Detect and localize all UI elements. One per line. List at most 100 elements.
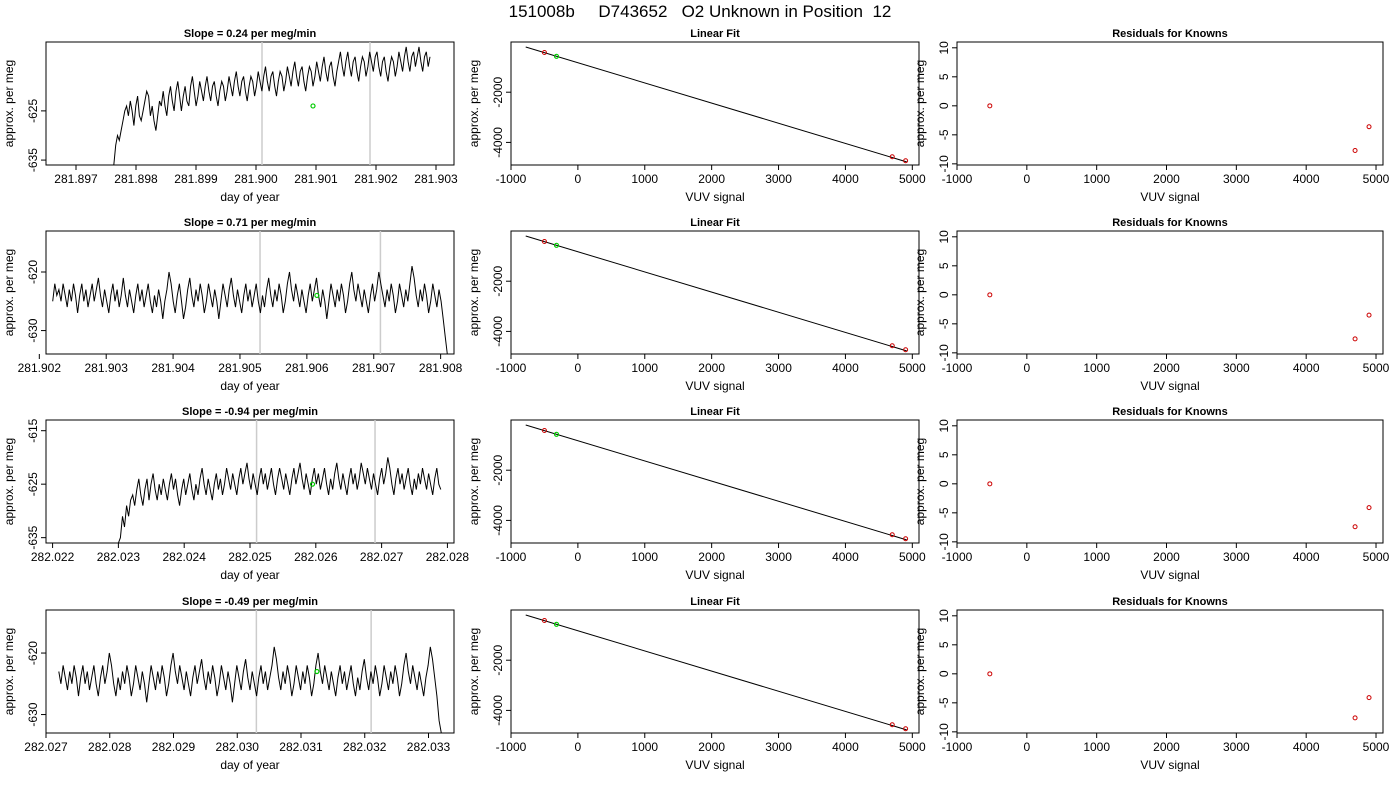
y-tick-label: -4000 (491, 695, 505, 726)
x-tick-label: 0 (1023, 550, 1030, 564)
x-axis-label: day of year (220, 758, 279, 772)
x-tick-label: -1000 (496, 740, 527, 754)
x-tick-label: 281.898 (114, 172, 158, 186)
x-tick-label: 5000 (899, 172, 926, 186)
y-tick-label: -620 (26, 260, 40, 284)
unknown-point (553, 53, 560, 59)
x-tick-label: 2000 (698, 550, 725, 564)
x-tick-label: 281.902 (18, 361, 62, 375)
current-point-marker (314, 668, 320, 675)
fit-line (525, 614, 908, 731)
y-tick-label: 5 (937, 451, 951, 458)
x-axis-label: VUV signal (1140, 379, 1199, 393)
x-tick-label: 3000 (1223, 740, 1250, 754)
panel-row2-timeseries: Slope = 0.71 per meg/min day of year appro… (2, 217, 463, 393)
data-series-line (52, 266, 448, 355)
x-tick-label: 282.027 (360, 550, 404, 564)
plot-frame (956, 41, 1384, 166)
x-tick-label: -1000 (496, 361, 527, 375)
panel-title: Slope = -0.49 per meg/min (182, 596, 318, 608)
y-tick-label: -625 (26, 472, 40, 496)
residual-point (1366, 505, 1372, 511)
x-tick-label: 4000 (832, 172, 859, 186)
x-tick-label: 0 (1023, 740, 1030, 754)
residual-point (1366, 124, 1372, 130)
x-tick-label: 282.031 (279, 740, 323, 754)
plot-frame (956, 230, 1384, 355)
known-point (889, 532, 895, 538)
y-tick-label: -635 (26, 148, 40, 172)
known-point (541, 428, 547, 434)
y-tick-label: 5 (937, 641, 951, 648)
fit-line (525, 424, 908, 541)
y-tick-label: -4000 (491, 127, 505, 158)
plot-frame (510, 230, 920, 355)
x-tick-label: 1000 (631, 172, 658, 186)
y-tick-label: 0 (937, 291, 951, 298)
y-tick-label: 10 (937, 419, 951, 433)
x-tick-label: -1000 (942, 740, 973, 754)
x-tick-label: 282.024 (162, 550, 206, 564)
panel-row3-timeseries: Slope = -0.94 per meg/min day of year appr… (2, 406, 469, 582)
x-tick-label: 2000 (1153, 361, 1180, 375)
x-tick-label: 282.022 (31, 550, 75, 564)
residual-point (1352, 336, 1358, 342)
panel-title: Slope = 0.24 per meg/min (184, 28, 317, 40)
known-point (903, 158, 909, 164)
x-axis-label: VUV signal (1140, 758, 1199, 772)
x-axis-label: VUV signal (685, 568, 744, 582)
x-tick-label: -1000 (942, 361, 973, 375)
current-point-marker (310, 103, 316, 109)
unknown-point (553, 242, 560, 248)
x-axis-label: VUV signal (1140, 190, 1199, 204)
x-tick-label: 0 (575, 172, 582, 186)
y-tick-label: -2000 (491, 645, 505, 676)
residual-point (987, 671, 993, 677)
x-tick-label: 5000 (899, 740, 926, 754)
y-tick-label: 10 (937, 230, 951, 244)
plot-frame (956, 609, 1384, 734)
panel-title: Slope = -0.94 per meg/min (182, 406, 318, 418)
x-tick-label: 2000 (1153, 172, 1180, 186)
unknown-point (553, 431, 560, 437)
y-axis-label: approx. per meg (2, 438, 16, 525)
x-tick-label: 0 (1023, 361, 1030, 375)
x-tick-label: 3000 (765, 361, 792, 375)
residual-point (1352, 715, 1358, 721)
x-axis-label: day of year (220, 379, 279, 393)
x-tick-label: 3000 (765, 740, 792, 754)
page-title: 151008b D743652 O2 Unknown in Position 1… (508, 2, 892, 21)
x-tick-label: -1000 (942, 172, 973, 186)
panel-title: Linear Fit (690, 406, 740, 418)
x-tick-label: 0 (575, 740, 582, 754)
x-tick-label: 281.899 (174, 172, 218, 186)
residual-point (1352, 147, 1358, 153)
x-tick-label: 282.029 (152, 740, 196, 754)
known-point (903, 726, 909, 732)
panel-title: Linear Fit (690, 596, 740, 608)
plot-frame (45, 230, 455, 355)
panel-title: Residuals for Knowns (1112, 406, 1228, 418)
y-axis-label: approx. per meg (913, 628, 927, 715)
fit-line (525, 235, 908, 352)
y-axis-label: approx. per meg (2, 628, 16, 715)
x-tick-label: 282.032 (343, 740, 387, 754)
x-tick-label: 5000 (1363, 550, 1390, 564)
known-point (541, 50, 547, 56)
y-tick-label: -630 (26, 318, 40, 342)
x-tick-label: 4000 (832, 361, 859, 375)
y-axis-label: approx. per meg (467, 628, 481, 715)
y-axis-label: approx. per meg (913, 249, 927, 336)
panel-row2-fit: Linear Fit VUV signal approx. per meg -1000… (467, 217, 926, 393)
residual-point (1366, 312, 1372, 318)
x-tick-label: 281.903 (85, 361, 129, 375)
panel-row2-residuals: Residuals for Knowns VUV signal approx. pe… (913, 217, 1390, 393)
x-tick-label: 1000 (631, 740, 658, 754)
x-tick-label: 282.026 (294, 550, 338, 564)
x-tick-label: 1000 (1083, 550, 1110, 564)
panel-title: Slope = 0.71 per meg/min (184, 217, 317, 229)
plot-frame (45, 41, 455, 166)
plot-frame (45, 609, 455, 734)
x-tick-label: 281.905 (218, 361, 262, 375)
y-tick-label: 5 (937, 73, 951, 80)
